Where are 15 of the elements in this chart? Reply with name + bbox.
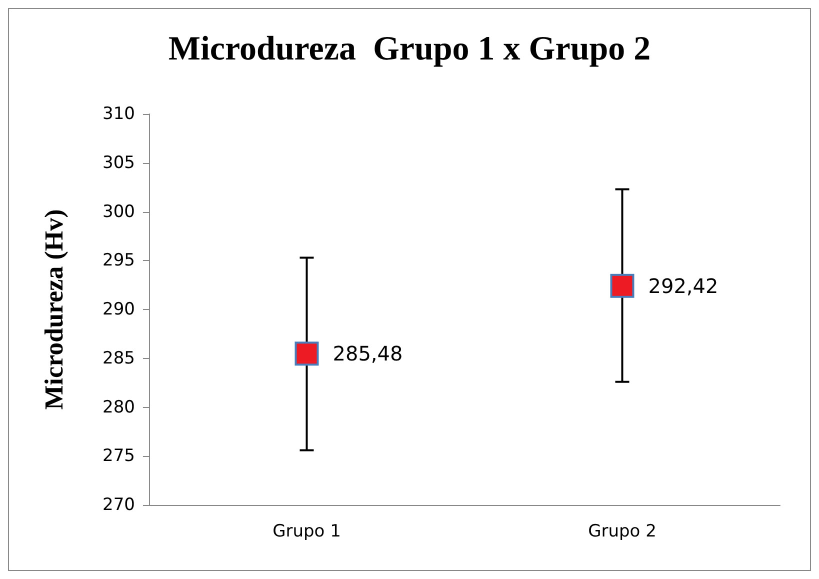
y-tick-label: 280 <box>102 397 135 418</box>
y-tick-label: 300 <box>102 202 135 222</box>
data-label: 292,42 <box>648 274 718 298</box>
y-tick-label: 270 <box>102 495 135 515</box>
x-tick-label: Grupo 1 <box>272 522 341 542</box>
y-tick-label: 285 <box>102 348 135 368</box>
y-tick-label: 310 <box>102 104 135 124</box>
data-label: 285,48 <box>332 342 403 366</box>
chart-title: Microdureza Grupo 1 x Grupo 2 <box>168 30 651 68</box>
y-tick-label: 290 <box>102 300 135 320</box>
y-tick-label: 295 <box>102 250 135 271</box>
y-axis-title: Microdureza (Hv) <box>40 209 68 410</box>
y-tick-label: 275 <box>102 446 135 466</box>
y-tick-label: 305 <box>102 152 135 173</box>
x-tick-label: Grupo 2 <box>588 522 656 542</box>
